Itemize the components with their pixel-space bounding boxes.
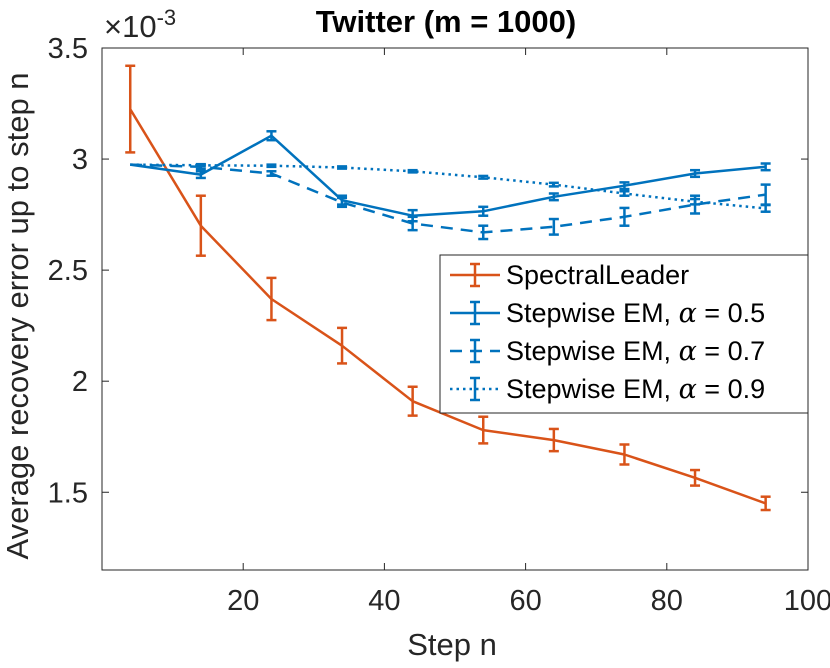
legend-label-stepwise-em-07: Stepwise EM, α = 0.7 (506, 336, 765, 367)
legend: SpectralLeader Stepwise EM, α = 0.5 Step… (439, 254, 809, 414)
y-exponent-label: ×10-3 (104, 5, 176, 44)
error-bar (548, 181, 559, 188)
y-tick-label: 3 (72, 144, 88, 176)
legend-entry-stepwise-em-09: Stepwise EM, α = 0.9 (450, 374, 765, 405)
series-1 (130, 130, 771, 223)
x-tick-label: 80 (651, 585, 683, 617)
series-line (129, 108, 767, 505)
error-bar (619, 443, 630, 466)
x-axis-title: Step n (407, 627, 497, 662)
error-bar (407, 215, 418, 232)
y-multiplier: ×10 (104, 9, 157, 44)
error-bar (760, 162, 771, 172)
legend-entry-stepwise-em-05: Stepwise EM, α = 0.5 (450, 298, 765, 329)
error-bar (548, 217, 559, 236)
alpha-symbol: α (679, 374, 697, 405)
error-bar (337, 165, 348, 170)
legend-label-spectralleader: SpectralLeader (506, 260, 689, 290)
y-axis-title: Average recovery error up to step n (0, 72, 35, 559)
error-bar (337, 196, 348, 209)
series-line (130, 134, 766, 217)
error-bar (690, 197, 701, 206)
error-bar (407, 385, 418, 417)
error-bar (266, 163, 277, 169)
error-bar (478, 174, 489, 180)
y-tick-label: 2.5 (48, 255, 88, 287)
error-bar (548, 427, 559, 453)
axes: 20 40 60 80 100 1.5 2 2.5 3 3.5 (48, 33, 830, 617)
error-bar (619, 190, 630, 197)
error-bar (690, 468, 701, 487)
error-bar (407, 168, 418, 174)
error-bar (195, 162, 206, 168)
error-bar (760, 495, 771, 512)
series-2 (130, 163, 771, 241)
error-bar (478, 224, 489, 241)
legend-entry-stepwise-em-07: Stepwise EM, α = 0.7 (450, 336, 765, 367)
error-bar (266, 130, 277, 142)
legend-entry-spectralleader: SpectralLeader (450, 260, 689, 290)
error-bar (266, 170, 277, 177)
y-tick-label: 1.5 (48, 477, 88, 509)
series-line (130, 163, 766, 234)
error-bar (690, 168, 701, 179)
x-tick-label: 20 (227, 585, 259, 617)
error-bar (125, 64, 136, 154)
legend-label-stepwise-em-09: Stepwise EM, α = 0.9 (506, 374, 765, 405)
error-bar (195, 194, 206, 257)
error-bar (619, 206, 630, 227)
alpha-symbol: α (679, 298, 697, 329)
error-bar (478, 415, 489, 445)
x-tick-label: 100 (784, 585, 830, 617)
series-3 (130, 162, 771, 213)
y-tick-label: 3.5 (48, 33, 88, 65)
error-bar (548, 192, 559, 202)
plot-series (125, 64, 771, 512)
chart-title: Twitter (m = 1000) (316, 4, 576, 39)
error-bar (337, 326, 348, 365)
legend-box (439, 254, 809, 414)
y-exponent: -3 (157, 5, 177, 30)
error-bar (760, 203, 771, 213)
error-bar (195, 170, 206, 180)
alpha-symbol: α (679, 336, 697, 367)
error-bar (619, 181, 630, 191)
series-line (130, 163, 766, 210)
x-tick-label: 60 (509, 585, 541, 617)
error-bar (266, 276, 277, 322)
y-tick-label: 2 (72, 366, 88, 398)
series-0 (125, 64, 771, 512)
x-tick-label: 40 (368, 585, 400, 617)
error-bar (478, 205, 489, 217)
legend-label-stepwise-em-05: Stepwise EM, α = 0.5 (506, 298, 765, 329)
